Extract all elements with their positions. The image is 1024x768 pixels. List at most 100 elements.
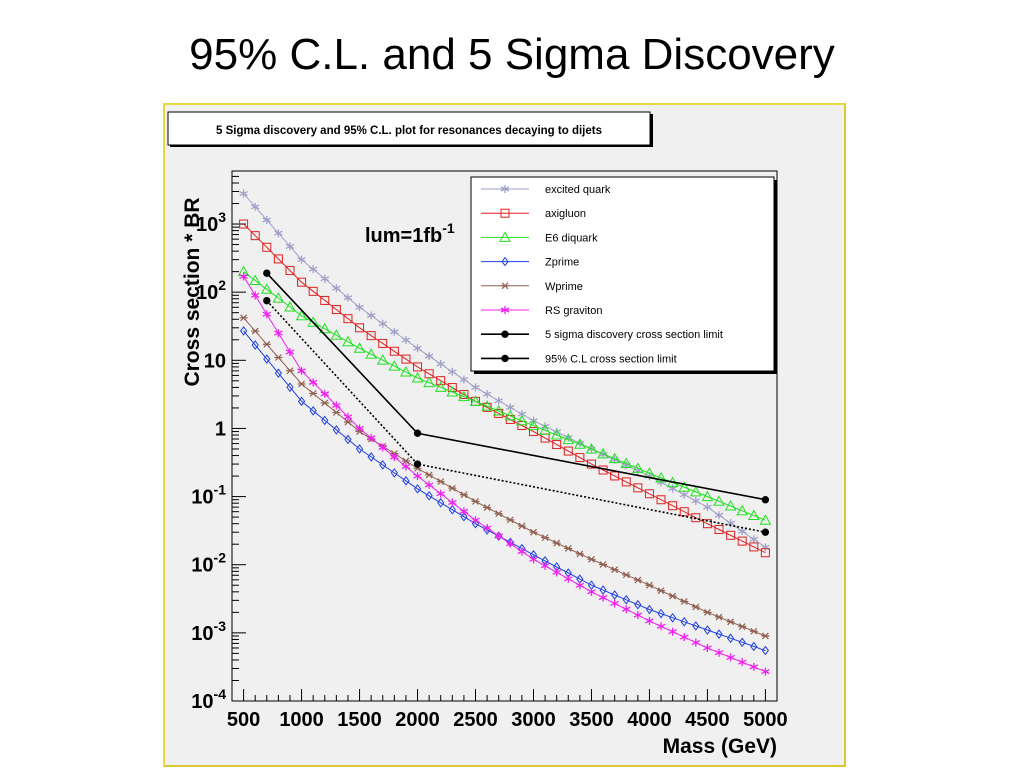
data-point — [645, 604, 654, 615]
data-point — [575, 581, 585, 590]
data-point — [355, 424, 364, 433]
data-point — [471, 518, 480, 529]
data-point — [506, 516, 515, 524]
series-line — [243, 271, 766, 521]
data-point — [332, 425, 340, 435]
data-point — [262, 215, 272, 224]
data-point — [703, 643, 712, 652]
data-point — [761, 495, 770, 504]
data-point — [562, 433, 575, 445]
data-point — [401, 336, 411, 345]
data-point — [285, 347, 295, 356]
data-point — [761, 645, 770, 656]
data-point — [703, 625, 712, 635]
data-point — [483, 504, 492, 511]
data-point — [436, 489, 446, 498]
data-point — [482, 390, 492, 399]
legend-swatch-marker — [500, 208, 510, 218]
data-point — [587, 555, 596, 563]
x-tick-label: 1500 — [337, 709, 382, 731]
data-point — [749, 627, 758, 635]
data-point — [378, 319, 388, 328]
data-point — [692, 621, 700, 631]
legend-entry: 5 sigma discovery cross section limit — [481, 329, 723, 341]
series-layer — [237, 189, 772, 676]
data-point — [749, 535, 759, 544]
chart-title-box: 5 Sigma discovery and 95% C.L. plot for … — [167, 111, 653, 147]
data-point — [669, 612, 677, 623]
luminosity-text: lum=1fb — [365, 225, 442, 247]
data-point — [389, 346, 399, 356]
data-point — [657, 608, 665, 619]
series-e6-diquark — [237, 265, 772, 525]
data-point — [726, 653, 735, 662]
data-point — [749, 662, 759, 671]
data-point — [469, 395, 482, 406]
legend-entry: RS graviton — [481, 305, 602, 317]
data-point — [622, 571, 631, 579]
data-point — [250, 202, 260, 211]
series-95-c-l-cross-section-limit — [263, 296, 770, 536]
data-point — [482, 524, 492, 533]
x-tick-label: 2500 — [453, 709, 498, 731]
legend-label: excited quark — [545, 184, 611, 196]
data-point — [355, 323, 365, 333]
data-point — [621, 477, 631, 487]
data-point — [540, 561, 550, 570]
data-point — [353, 342, 366, 353]
x-tick-label: 3000 — [511, 709, 556, 731]
axes: 500 1000 1500 2000 2500 3000 3500 4000 4500 5000 1… — [191, 170, 788, 731]
data-point — [262, 242, 272, 252]
data-point — [587, 587, 596, 596]
data-point — [504, 409, 517, 421]
data-point — [713, 495, 725, 506]
data-point — [342, 335, 354, 347]
legend-entry: axigluon — [481, 208, 586, 220]
y-tick-label: 103 — [196, 209, 226, 236]
data-point — [413, 483, 422, 494]
data-point — [332, 409, 341, 416]
data-point — [460, 511, 468, 522]
series-line — [243, 223, 766, 554]
data-point — [552, 568, 561, 577]
legend-label: Zprime — [545, 257, 579, 269]
data-point — [413, 429, 422, 437]
data-point — [376, 354, 389, 365]
chart-panel: 5 Sigma discovery and 95% C.L. plot for … — [163, 103, 846, 767]
data-point — [297, 380, 306, 388]
data-point — [413, 362, 423, 372]
legend-swatch-marker — [500, 185, 510, 193]
data-point — [610, 599, 619, 608]
data-point — [320, 274, 330, 283]
data-point — [436, 376, 446, 386]
legend-swatch-marker — [501, 330, 509, 338]
data-point — [424, 480, 434, 489]
chart-title: 5 Sigma discovery and 95% C.L. plot for … — [216, 125, 602, 137]
data-point — [424, 352, 434, 361]
y-tick-label: 10-4 — [191, 686, 226, 713]
data-point — [701, 490, 714, 502]
y-axis-label: Cross section * BR — [181, 197, 204, 386]
data-point — [703, 503, 712, 512]
y-tick-label: 10 — [204, 350, 226, 372]
data-point — [390, 468, 398, 478]
x-tick-label: 1000 — [279, 709, 324, 731]
x-tick-label: 4500 — [685, 709, 730, 731]
x-tick-label: 2000 — [395, 709, 440, 731]
data-point — [737, 536, 747, 546]
legend-label: RS graviton — [545, 305, 602, 317]
data-point — [714, 511, 724, 520]
data-point — [448, 367, 457, 376]
data-point — [703, 608, 712, 616]
data-point — [446, 385, 459, 397]
data-point — [458, 390, 470, 402]
data-point — [434, 381, 447, 392]
data-point — [295, 309, 308, 321]
series-wprime — [239, 314, 770, 640]
data-point — [574, 438, 586, 449]
data-point — [761, 632, 770, 640]
data-point — [332, 401, 341, 410]
data-point — [249, 274, 262, 285]
data-point — [471, 383, 480, 392]
data-point — [633, 576, 642, 584]
